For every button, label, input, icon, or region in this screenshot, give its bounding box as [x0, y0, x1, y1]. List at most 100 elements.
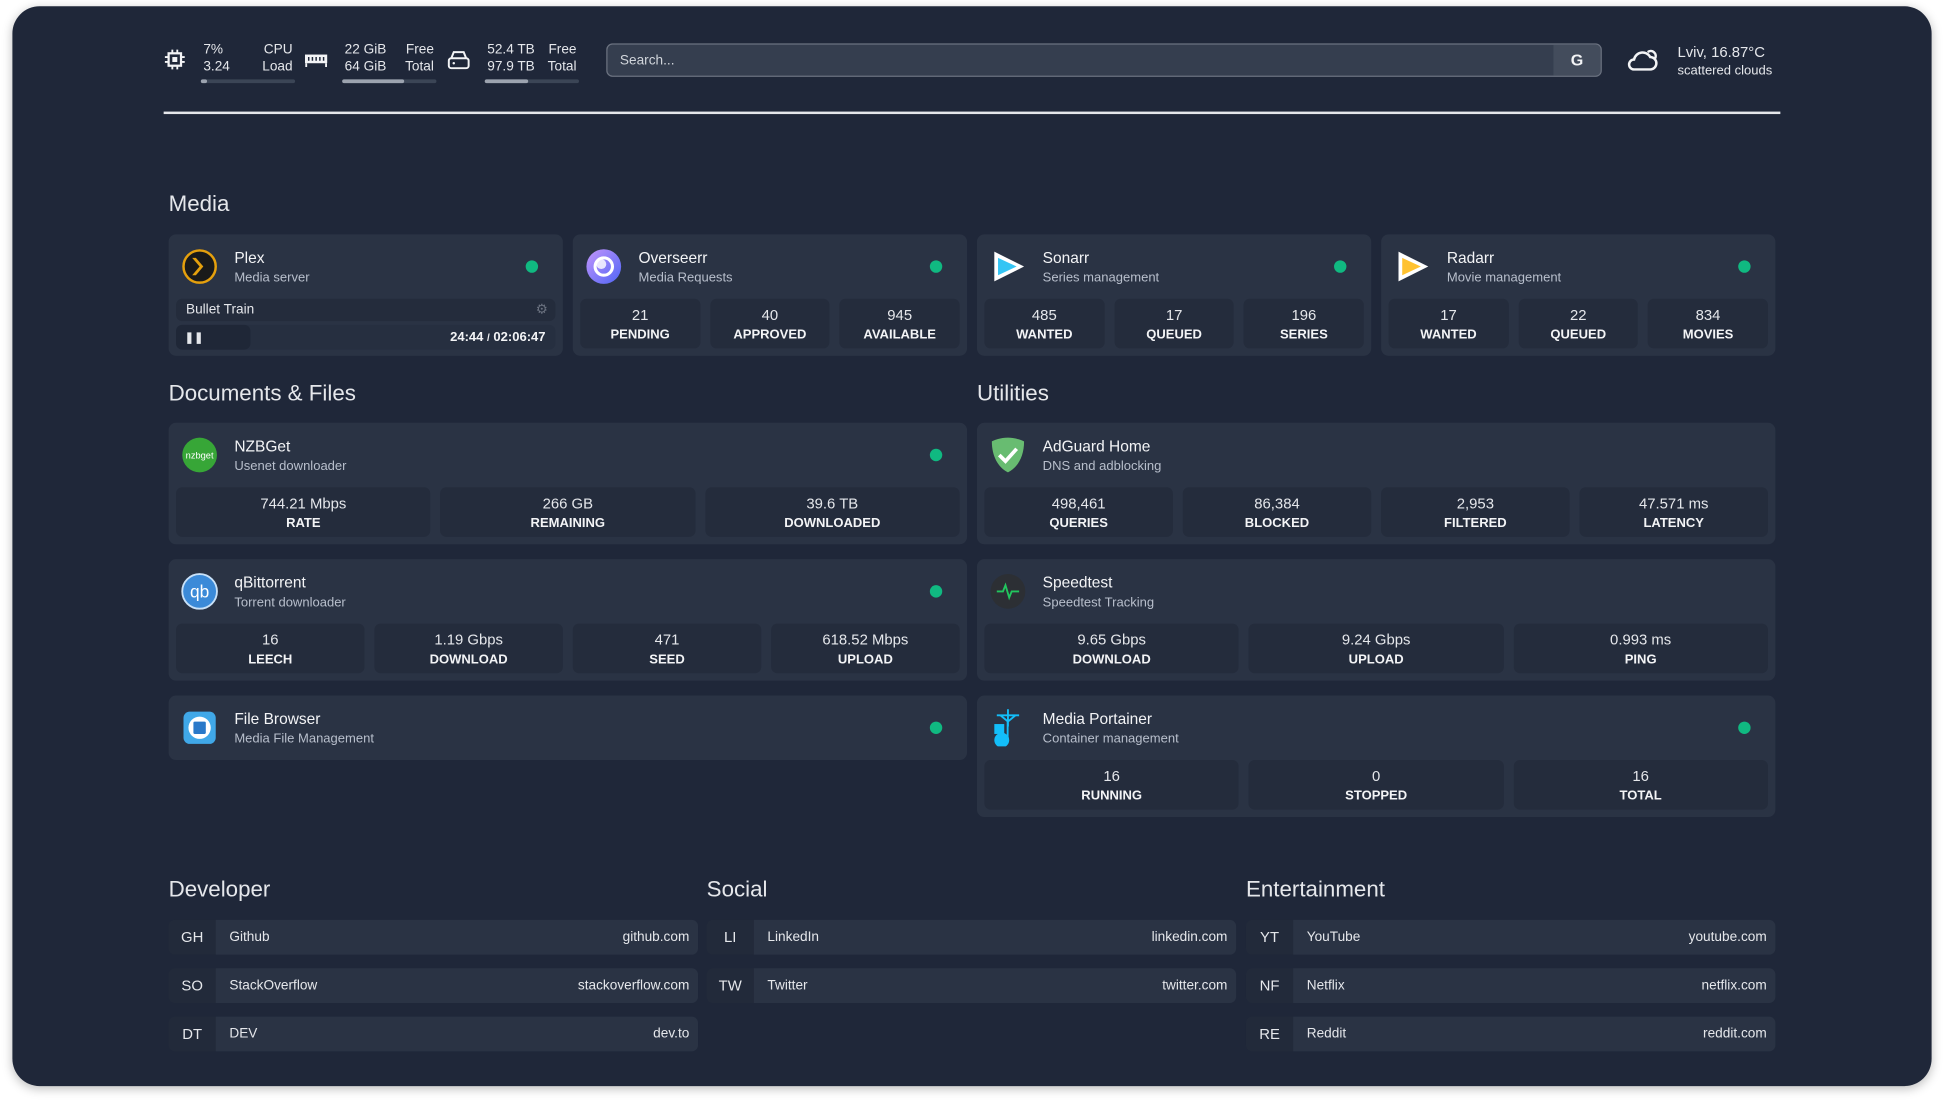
stat-label: DOWNLOADED: [784, 515, 881, 531]
service-stats: 9.65 Gbps DOWNLOAD 9.24 Gbps UPLOAD 0.993 ms…: [984, 623, 1768, 674]
bookmark-linkedin[interactable]: LI LinkedIn linkedin.com: [706, 919, 1237, 955]
bookmark-name[interactable]: YouTube: [1306, 929, 1361, 945]
service-stats: 16 RUNNING 0 STOPPED 16 TOTAL: [984, 759, 1768, 810]
service-description: Speedtest Tracking: [1042, 595, 1155, 610]
bookmark-name[interactable]: DEV: [229, 1026, 258, 1042]
stat-label: DOWNLOAD: [1072, 652, 1151, 668]
cpu-bottom-label: Load: [262, 59, 293, 75]
disk-bottom-label: Total: [547, 59, 577, 75]
service-name[interactable]: Sonarr: [1042, 249, 1090, 267]
service-name[interactable]: Radarr: [1446, 249, 1495, 267]
stat-label: RUNNING: [1081, 788, 1143, 804]
stat-label: STOPPED: [1345, 788, 1408, 804]
service-name[interactable]: qBittorrent: [234, 574, 306, 592]
service-description: DNS and adblocking: [1042, 458, 1162, 474]
bookmark-abbr: LI: [706, 919, 754, 955]
bookmark-github[interactable]: GH Github github.com: [168, 919, 699, 955]
bookmark-url: netflix.com: [1701, 978, 1767, 994]
bookmark-name[interactable]: Netflix: [1306, 978, 1345, 994]
service-card-overseerr[interactable]: Overseerr Media Requests 21 PENDING 40 APPRO…: [572, 234, 968, 356]
stat-label: QUERIES: [1049, 515, 1108, 531]
memory-bottom-label: Total: [405, 59, 434, 75]
bookmark-name[interactable]: Reddit: [1306, 1026, 1347, 1042]
cpu-usage-bar: [200, 79, 296, 84]
service-card-adguard-home[interactable]: AdGuard Home DNS and adblocking 498,461 QU…: [976, 422, 1776, 545]
bookmark-name[interactable]: Github: [229, 929, 270, 945]
stat-download: 9.65 Gbps DOWNLOAD: [984, 623, 1239, 674]
service-name[interactable]: NZBGet: [234, 437, 291, 456]
service-card-qbittorrent[interactable]: qb qBittorrent Torrent downloader 16 LEECH…: [168, 559, 968, 681]
stat-value: 485: [1031, 306, 1057, 324]
memory-top-value: 22 GiB: [344, 42, 387, 58]
service-description: Media server: [234, 270, 310, 286]
bookmark-name[interactable]: StackOverflow: [229, 978, 318, 994]
service-description: Movie management: [1446, 270, 1562, 286]
weather-location: Lviv, 16.87°C: [1677, 43, 1766, 61]
stat-value: 22: [1569, 306, 1587, 324]
service-card-plex[interactable]: Plex Media server Bullet Train ⚙ ❚❚ 24:44 …: [168, 234, 563, 356]
stat-stopped: 0 STOPPED: [1248, 759, 1504, 810]
service-card-speedtest[interactable]: Speedtest Speedtest Tracking 9.65 Gbps DOW…: [976, 559, 1776, 681]
stat-label: TOTAL: [1619, 788, 1662, 804]
stat-rate: 744.21 Mbps RATE: [176, 487, 431, 537]
service-name[interactable]: File Browser: [234, 710, 321, 728]
service-stats: 21 PENDING 40 APPROVED 945 AVAILABLE: [580, 298, 960, 349]
section-title-media: Media: [168, 190, 230, 216]
stat-label: FILTERED: [1444, 515, 1507, 531]
bookmark-name[interactable]: LinkedIn: [767, 929, 820, 945]
service-name[interactable]: Speedtest: [1042, 574, 1113, 592]
service-name[interactable]: Overseerr: [638, 249, 708, 267]
stat-label: WANTED: [1016, 327, 1073, 343]
pause-icon[interactable]: ❚❚: [176, 324, 251, 350]
stat-label: PING: [1624, 652, 1657, 668]
service-description: Container management: [1042, 731, 1179, 747]
weather-condition: scattered clouds: [1677, 63, 1773, 79]
bookmark-reddit[interactable]: RE Reddit reddit.com: [1245, 1016, 1776, 1052]
search-input[interactable]: [607, 44, 1554, 76]
duration-time: 02:06:47: [493, 329, 546, 345]
stat-value: 17: [1440, 306, 1457, 324]
stat-downloaded: 39.6 TB DOWNLOADED: [705, 487, 960, 537]
service-name[interactable]: Media Portainer: [1042, 710, 1153, 728]
service-name[interactable]: Plex: [234, 249, 265, 267]
stat-value: 744.21 Mbps: [260, 494, 347, 513]
section-title-utilities: Utilities: [976, 380, 1049, 406]
stat-value: 0.993 ms: [1610, 631, 1672, 649]
service-description: Media File Management: [234, 731, 374, 747]
status-indicator: [1334, 260, 1347, 273]
service-name[interactable]: AdGuard Home: [1042, 437, 1151, 456]
bookmark-dev[interactable]: DT DEV dev.to: [168, 1016, 699, 1052]
bookmark-url: twitter.com: [1162, 978, 1228, 994]
stat-approved: 40 APPROVED: [709, 298, 830, 349]
status-indicator: [1738, 260, 1751, 273]
bookmark-youtube[interactable]: YT YouTube youtube.com: [1245, 919, 1776, 955]
portainer-icon: [994, 709, 1020, 747]
bookmark-url: github.com: [622, 929, 690, 945]
bookmark-url: stackoverflow.com: [577, 978, 690, 994]
service-card-nzbget[interactable]: nzbget NZBGet Usenet downloader 744.21 Mb…: [168, 422, 968, 545]
stat-value: 9.65 Gbps: [1077, 631, 1147, 649]
bookmark-name[interactable]: Twitter: [767, 978, 808, 994]
service-description: Media Requests: [638, 270, 733, 286]
stat-label: REMAINING: [530, 515, 606, 531]
stat-value: 86,384: [1254, 494, 1300, 513]
now-playing: Bullet Train ⚙: [176, 298, 556, 322]
service-card-sonarr[interactable]: Sonarr Series management 485 WANTED 17 QUEUE…: [976, 234, 1372, 356]
status-indicator: [929, 448, 943, 462]
bookmark-abbr: DT: [168, 1016, 216, 1052]
search-provider-button[interactable]: G: [1553, 44, 1601, 76]
service-card-file-browser[interactable]: File Browser Media File Management: [168, 695, 968, 760]
stat-running: 16 RUNNING: [984, 759, 1239, 810]
service-card-radarr[interactable]: Radarr Movie management 17 WANTED 22 QUEUED 8…: [1381, 234, 1776, 356]
service-card-media-portainer[interactable]: Media Portainer Container management 16 RU…: [976, 695, 1776, 818]
cpu-top-label: CPU: [263, 42, 293, 58]
bookmark-stackoverflow[interactable]: SO StackOverflow stackoverflow.com: [168, 968, 699, 1003]
cpu-top-value: 7%: [203, 42, 224, 58]
speedtest-icon: [990, 574, 1026, 609]
stat-value: 1.19 Gbps: [434, 631, 503, 649]
status-indicator: [929, 585, 943, 598]
dashboard-window: [12, 6, 1932, 1087]
bookmark-netflix[interactable]: NF Netflix netflix.com: [1245, 968, 1776, 1003]
svg-text:qb: qb: [190, 582, 209, 602]
bookmark-twitter[interactable]: TW Twitter twitter.com: [706, 968, 1237, 1003]
